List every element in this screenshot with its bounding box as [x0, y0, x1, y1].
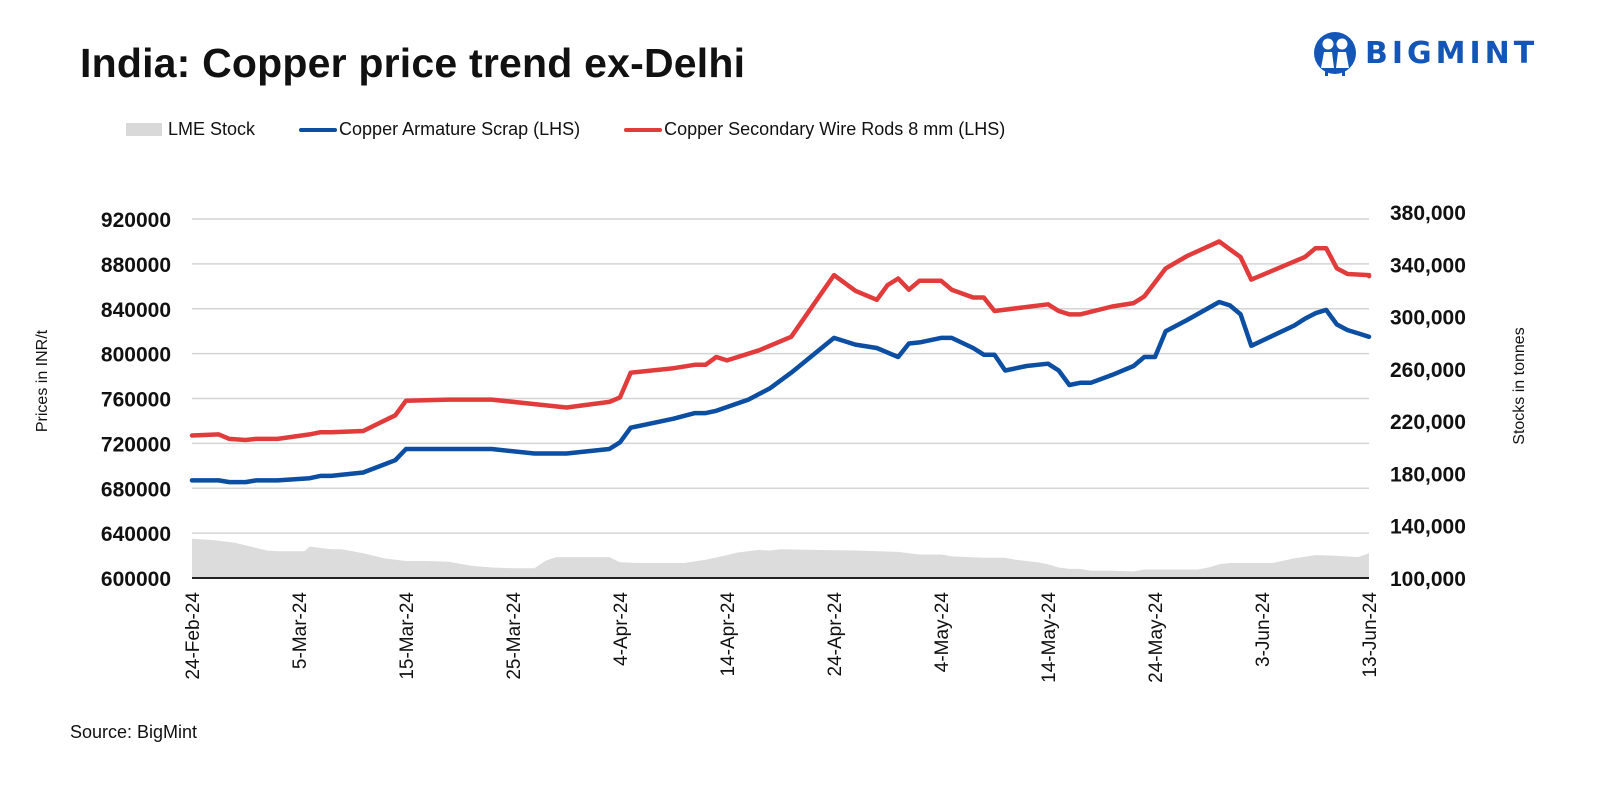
- left-tick-label: 920000: [101, 209, 171, 232]
- people-logo-icon: [1314, 32, 1356, 76]
- logo-text: BIGMINT: [1365, 35, 1539, 71]
- legend-label: Copper Secondary Wire Rods 8 mm (LHS): [664, 119, 1006, 139]
- right-tick-label: 380,000: [1390, 202, 1466, 225]
- x-tick-label: 13-Jun-24: [1360, 592, 1381, 678]
- left-tick-label: 800000: [101, 344, 171, 367]
- legend-item-armature: Copper Armature Scrap (LHS): [299, 119, 580, 140]
- x-tick-label: 14-May-24: [1039, 592, 1060, 683]
- legend: LME Stock Copper Armature Scrap (LHS) Co…: [126, 119, 1049, 140]
- right-tick-label: 220,000: [1390, 411, 1466, 434]
- source-note: Source: BigMint: [70, 722, 198, 742]
- wire-rods-line: [189, 239, 1372, 443]
- x-tick-label: 24-May-24: [1146, 592, 1167, 683]
- gridlines: [192, 218, 1369, 534]
- price-lines-layer: [189, 239, 1372, 485]
- right-tick-label: 140,000: [1390, 516, 1466, 539]
- x-tick-label: 4-Apr-24: [611, 592, 632, 666]
- left-axis-title: Prices in INR/t: [34, 329, 51, 432]
- right-tick-label: 300,000: [1390, 307, 1466, 330]
- legend-swatch-wire-rods: [624, 127, 663, 132]
- right-tick-label: 260,000: [1390, 359, 1466, 382]
- bigmint-logo: BIGMINT: [1313, 30, 1538, 76]
- left-tick-label: 640000: [101, 523, 171, 546]
- right-tick-label: 180,000: [1390, 463, 1466, 486]
- x-tick-label: 3-Jun-24: [1253, 592, 1274, 667]
- legend-item-wire-rods: Copper Secondary Wire Rods 8 mm (LHS): [624, 119, 1005, 140]
- right-tick-label: 340,000: [1390, 254, 1466, 277]
- right-axis-title: Stocks in tonnes: [1511, 327, 1528, 444]
- lme-stock-area: [192, 538, 1369, 578]
- left-axis-ticks: 920000 880000 840000 800000 760000 720000 6800…: [101, 209, 171, 591]
- left-tick-label: 600000: [101, 568, 171, 591]
- lme-stock-area-layer: [192, 538, 1369, 578]
- legend-item-lme-stock: LME Stock: [126, 119, 255, 140]
- left-tick-label: 840000: [101, 299, 171, 322]
- right-axis-ticks: 380,000 340,000 300,000 260,000 220,000 180,0…: [1390, 202, 1466, 591]
- x-tick-label: 5-Mar-24: [290, 592, 311, 670]
- left-tick-label: 760000: [101, 389, 171, 412]
- x-tick-label: 14-Apr-24: [718, 592, 739, 677]
- x-tick-label: 24-Feb-24: [183, 592, 204, 680]
- legend-label: Copper Armature Scrap (LHS): [339, 119, 581, 139]
- left-tick-label: 680000: [101, 478, 171, 501]
- x-axis-ticks: 24-Feb-24 5-Mar-24 15-Mar-24 25-Mar-24 4-Apr…: [183, 592, 1381, 683]
- legend-label: LME Stock: [168, 119, 256, 139]
- legend-swatch-lme: [126, 123, 162, 136]
- x-tick-label: 4-May-24: [932, 592, 953, 673]
- left-tick-label: 720000: [101, 433, 171, 456]
- x-tick-label: 24-Apr-24: [825, 592, 846, 677]
- armature-scrap-line: [189, 299, 1372, 485]
- legend-swatch-armature: [299, 127, 338, 132]
- x-tick-label: 15-Mar-24: [397, 592, 418, 680]
- chart-title: India: Copper price trend ex-Delhi: [80, 40, 746, 86]
- right-tick-label: 100,000: [1390, 568, 1466, 591]
- left-tick-label: 880000: [101, 254, 171, 277]
- x-tick-label: 25-Mar-24: [504, 592, 525, 680]
